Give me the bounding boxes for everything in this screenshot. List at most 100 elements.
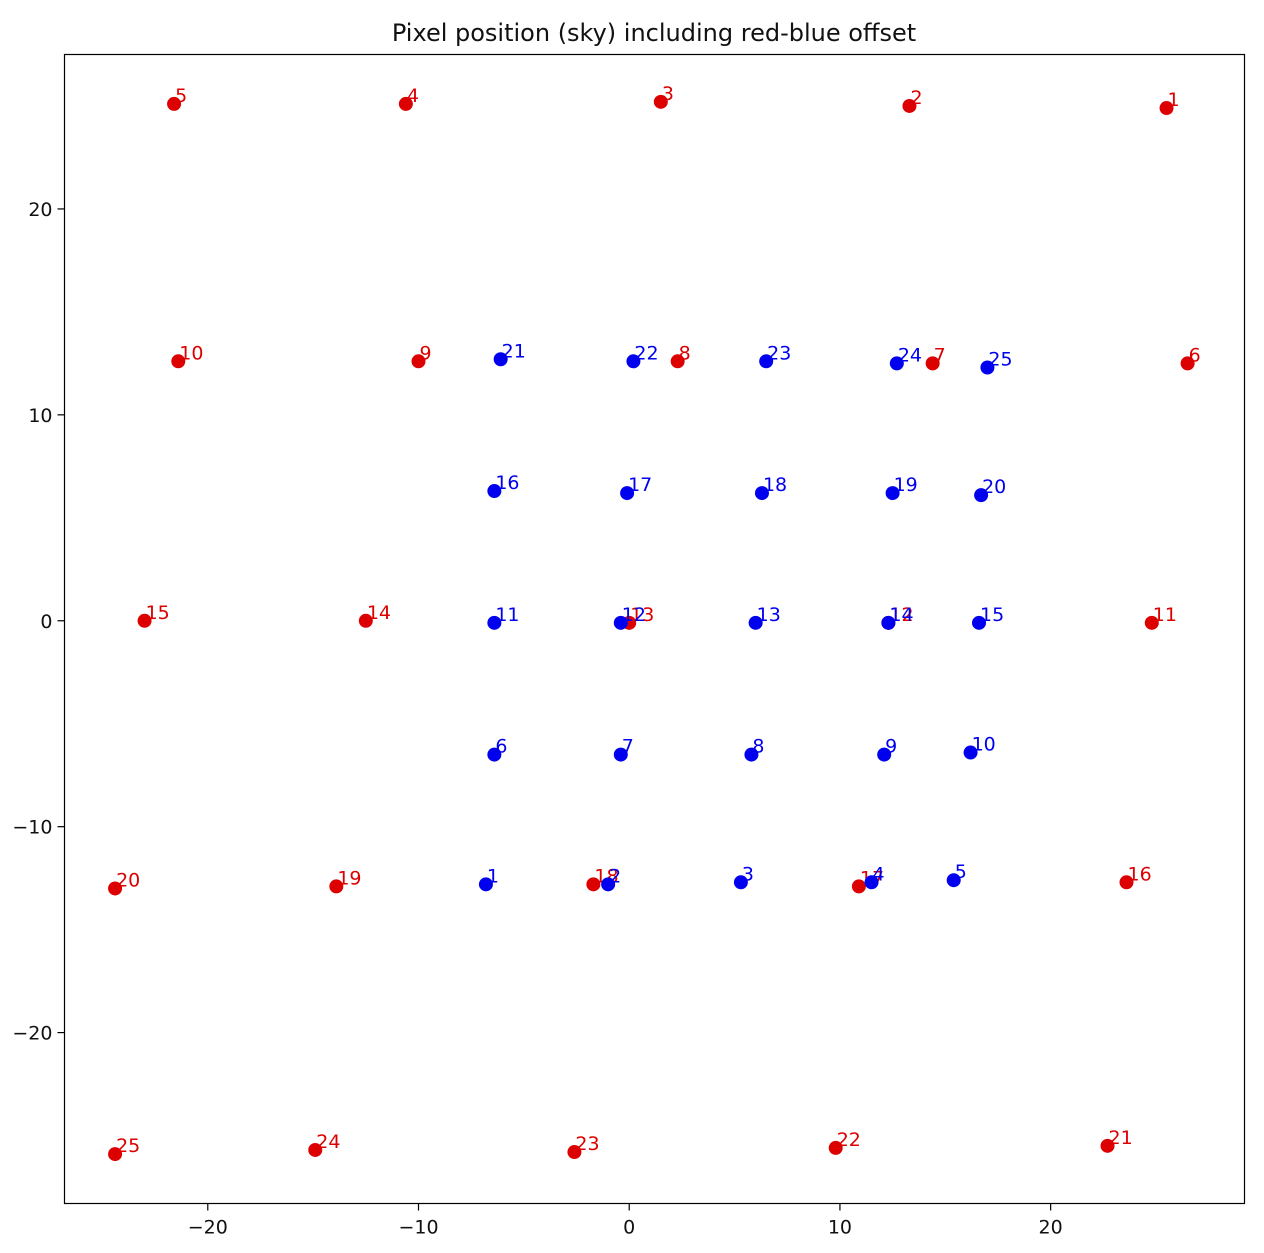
data-label: 4: [873, 863, 885, 885]
data-point: [889, 356, 904, 371]
series-0: 1234567891011121314151617181920212223242…: [108, 83, 1201, 1162]
data-point: [487, 747, 502, 762]
data-point: [567, 1145, 582, 1160]
data-point: [171, 354, 186, 369]
data-label: 25: [988, 348, 1012, 370]
data-label: 19: [894, 474, 918, 496]
data-label: 7: [622, 736, 634, 758]
data-point: [925, 356, 940, 371]
data-label: 19: [337, 867, 361, 889]
data-label: 3: [662, 83, 674, 105]
data-point: [759, 354, 774, 369]
data-point: [613, 615, 628, 630]
data-point: [358, 613, 373, 628]
data-point: [137, 613, 152, 628]
data-label: 5: [955, 861, 967, 883]
data-label: 1: [1168, 89, 1180, 111]
data-point: [620, 486, 635, 501]
data-point: [733, 875, 748, 890]
data-point: [411, 354, 426, 369]
data-point: [828, 1140, 843, 1155]
data-point: [1119, 875, 1134, 890]
data-point: [864, 875, 879, 890]
y-tick-label: 0: [40, 611, 52, 633]
data-label: 13: [757, 604, 781, 626]
data-label: 20: [982, 476, 1006, 498]
data-point: [980, 360, 995, 375]
data-point: [601, 877, 616, 892]
y-tick-label: −20: [12, 1023, 52, 1045]
data-point: [1159, 101, 1174, 116]
data-label: 11: [495, 604, 519, 626]
data-point: [1144, 615, 1159, 630]
data-label: 23: [767, 342, 791, 364]
data-label: 25: [116, 1135, 140, 1157]
x-tick-label: 10: [828, 1217, 852, 1239]
data-point: [754, 486, 769, 501]
data-point: [108, 881, 123, 896]
data-label: 12: [622, 604, 646, 626]
data-point: [493, 352, 508, 367]
data-label: 7: [934, 344, 946, 366]
data-label: 2: [609, 865, 621, 887]
data-point: [744, 747, 759, 762]
data-label: 3: [742, 863, 754, 885]
data-label: 6: [495, 736, 507, 758]
data-label: 23: [575, 1133, 599, 1155]
data-point: [478, 877, 493, 892]
data-point: [613, 747, 628, 762]
data-point: [885, 486, 900, 501]
data-label: 16: [495, 472, 519, 494]
data-point: [1180, 356, 1195, 371]
data-label: 24: [898, 344, 922, 366]
data-label: 24: [316, 1131, 340, 1153]
data-point: [902, 98, 917, 113]
data-label: 11: [1153, 604, 1177, 626]
data-label: 8: [679, 342, 691, 364]
data-label: 6: [1189, 344, 1201, 366]
data-point: [881, 615, 896, 630]
data-point: [487, 484, 502, 499]
chart-title: Pixel position (sky) including red-blue …: [392, 19, 916, 47]
data-point: [946, 873, 961, 888]
data-label: 13: [630, 604, 654, 626]
data-label: 9: [420, 342, 432, 364]
data-label: 14: [889, 604, 913, 626]
x-tick-label: 0: [623, 1217, 635, 1239]
axis-ticks: −20 −10 0 10 20 −20 −10 0 10 20: [12, 199, 1062, 1239]
data-label: 5: [175, 85, 187, 107]
data-point: [963, 745, 978, 760]
x-tick-label: −20: [188, 1217, 228, 1239]
data-label: 21: [1109, 1127, 1133, 1149]
data-label: 4: [407, 85, 419, 107]
data-label: 17: [628, 474, 652, 496]
data-label: 2: [910, 87, 922, 109]
data-label: 20: [116, 869, 140, 891]
data-point: [653, 94, 668, 109]
data-point: [398, 96, 413, 111]
data-point: [626, 354, 641, 369]
y-tick-label: 20: [28, 199, 52, 221]
data-point: [308, 1142, 323, 1157]
data-label: 22: [634, 342, 658, 364]
data-label: 1: [487, 865, 499, 887]
data-label: 9: [885, 736, 897, 758]
y-tick-label: 10: [28, 405, 52, 427]
x-tick-label: −10: [398, 1217, 438, 1239]
data-label: 18: [763, 474, 787, 496]
data-point: [877, 747, 892, 762]
data-label: 15: [980, 604, 1004, 626]
data-label: 16: [1128, 863, 1152, 885]
data-point: [329, 879, 344, 894]
data-label: 10: [179, 342, 203, 364]
data-point: [108, 1147, 123, 1162]
data-point: [487, 615, 502, 630]
data-point: [167, 96, 182, 111]
data-point: [586, 877, 601, 892]
data-label: 15: [146, 602, 170, 624]
data-point: [748, 615, 763, 630]
data-point: [670, 354, 685, 369]
data-label: 8: [752, 736, 764, 758]
